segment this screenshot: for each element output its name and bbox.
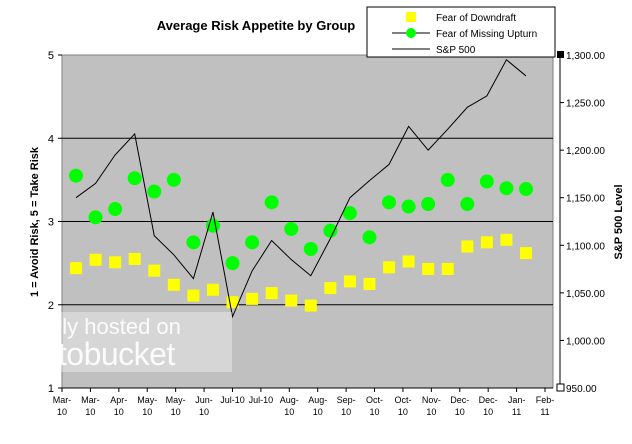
point-marker <box>323 223 338 238</box>
point-marker <box>480 236 493 249</box>
point-marker <box>303 241 318 256</box>
y2-tick-label: 1,050.00 <box>566 289 605 300</box>
x-tick-label: Jul-10 <box>220 395 245 405</box>
legend-marker <box>406 12 416 22</box>
point-marker <box>422 262 435 275</box>
axis-corner <box>556 383 565 392</box>
point-marker <box>186 235 201 250</box>
x-tick-label: Jun-10 <box>195 395 213 417</box>
point-marker <box>401 199 416 214</box>
x-tick-label: Jan-11 <box>507 395 526 417</box>
point-marker <box>109 256 122 269</box>
point-marker <box>519 182 533 197</box>
point-marker <box>342 206 357 221</box>
point-marker <box>324 282 337 295</box>
point-marker <box>69 168 83 183</box>
point-marker <box>402 255 415 268</box>
point-marker <box>363 277 376 290</box>
x-tick-label: Jul-10 <box>248 395 274 405</box>
point-marker <box>304 299 317 312</box>
point-marker <box>147 184 162 199</box>
legend-label: Fear of Missing Upturn <box>436 29 537 40</box>
y-tick-label: 2 <box>48 300 54 312</box>
x-tick-label: Aug-10 <box>308 395 328 417</box>
point-marker <box>479 174 494 189</box>
point-marker <box>205 218 220 233</box>
x-tick-label: Feb-11 <box>535 395 555 417</box>
point-marker <box>421 197 436 212</box>
point-marker <box>128 252 141 265</box>
point-marker <box>461 240 474 253</box>
x-tick-label: Aug-10 <box>279 395 299 417</box>
point-marker <box>108 202 123 217</box>
y2-tick-label: 950.00 <box>566 384 597 395</box>
y2-tick-label: 1,250.00 <box>566 99 605 110</box>
point-marker <box>246 292 259 305</box>
point-marker <box>460 197 475 212</box>
point-marker <box>167 278 180 291</box>
point-marker <box>187 289 200 302</box>
y-tick-label: 4 <box>48 133 54 145</box>
y2-tick-label: 1,150.00 <box>566 194 605 205</box>
point-marker <box>206 283 219 296</box>
y-tick-label: 3 <box>48 217 54 229</box>
x-tick-label: Apr-10 <box>110 395 128 417</box>
y-tick-label: 1 <box>48 383 54 395</box>
point-marker <box>520 247 532 260</box>
x-tick-label: Oct-10 <box>366 395 384 417</box>
point-marker <box>383 261 396 274</box>
legend-label: Fear of Downdraft <box>436 13 516 24</box>
y2-tick-label: 1,000.00 <box>566 336 605 347</box>
watermark-brand: photobucket <box>6 336 175 372</box>
series-line <box>75 58 527 319</box>
point-marker <box>89 253 102 266</box>
point-marker <box>265 287 278 300</box>
legend-marker <box>406 28 416 38</box>
point-marker <box>70 262 82 275</box>
x-tick-label: Mar-10 <box>52 395 72 417</box>
point-marker <box>148 264 161 277</box>
point-marker <box>127 171 142 186</box>
point-marker <box>225 256 240 271</box>
y2-tick-label: 1,200.00 <box>566 146 605 157</box>
x-tick-label: Mar-10 <box>81 395 100 417</box>
x-tick-label: May-10 <box>137 395 158 417</box>
x-tick-label: May-10 <box>165 395 186 417</box>
point-marker <box>264 195 279 210</box>
x-tick-label: Sep-10 <box>336 395 356 417</box>
point-marker <box>500 233 513 246</box>
point-marker <box>382 195 397 210</box>
x-tick-label: Oct-10 <box>394 395 412 417</box>
chart-title: Average Risk Appetite by Group <box>157 18 355 33</box>
point-marker <box>285 294 298 307</box>
legend-label: S&P 500 <box>436 45 476 56</box>
point-marker <box>88 210 103 225</box>
point-marker <box>245 235 260 250</box>
x-tick-label: Dec-10 <box>478 395 498 417</box>
y2-axis-label: S&P 500 Level <box>613 184 625 259</box>
point-marker <box>440 172 455 187</box>
y2-tick-label: 1,100.00 <box>566 241 605 252</box>
y2-tick-label: 1,300.00 <box>566 51 605 62</box>
watermark-line: proudly hosted on <box>6 314 181 339</box>
y-tick-label: 5 <box>48 50 54 62</box>
point-marker <box>441 262 454 275</box>
watermark: proudly hosted on photobucket <box>0 312 232 372</box>
y-axis-label: 1 = Avoid Risk, 5 = Take Risk <box>29 146 41 297</box>
axis-corner <box>557 51 564 58</box>
point-marker <box>166 172 181 187</box>
point-marker <box>343 275 356 288</box>
x-tick-label: Nov-10 <box>421 395 441 417</box>
point-marker <box>284 221 299 236</box>
x-tick-label: Dec-10 <box>450 395 470 417</box>
point-marker <box>362 230 377 245</box>
point-marker <box>499 181 514 196</box>
